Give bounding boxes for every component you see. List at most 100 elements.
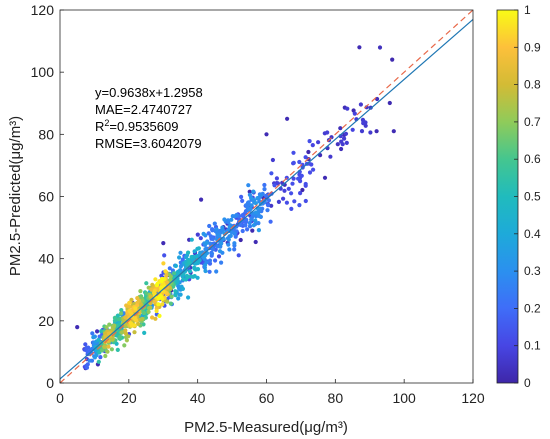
data-point bbox=[282, 188, 287, 193]
data-point bbox=[213, 258, 218, 263]
data-point bbox=[157, 294, 162, 299]
data-point bbox=[307, 170, 313, 175]
y-tick-label: 60 bbox=[38, 189, 54, 205]
colorbar-tick-label: 0.9 bbox=[524, 40, 541, 54]
data-point bbox=[255, 196, 260, 201]
data-point bbox=[216, 254, 222, 259]
data-point bbox=[168, 301, 173, 306]
data-point bbox=[176, 296, 181, 301]
data-point bbox=[297, 203, 302, 208]
data-point bbox=[187, 269, 193, 274]
data-point bbox=[377, 45, 383, 50]
data-point bbox=[195, 267, 201, 272]
data-point bbox=[206, 231, 211, 236]
data-point bbox=[132, 330, 137, 335]
x-tick-label: 120 bbox=[461, 390, 485, 406]
data-point bbox=[210, 247, 215, 252]
data-point bbox=[202, 263, 208, 268]
data-point bbox=[160, 302, 165, 307]
data-point bbox=[103, 334, 108, 339]
data-point bbox=[191, 274, 196, 279]
data-point bbox=[186, 274, 191, 279]
data-point bbox=[239, 194, 244, 199]
x-tick-label: 0 bbox=[56, 390, 64, 406]
data-point bbox=[269, 203, 274, 208]
data-point bbox=[256, 221, 261, 226]
data-point bbox=[387, 100, 392, 106]
data-point bbox=[264, 193, 269, 198]
data-point bbox=[95, 329, 100, 334]
data-point bbox=[328, 154, 333, 159]
data-point bbox=[227, 224, 232, 229]
data-point bbox=[291, 176, 296, 181]
data-point bbox=[189, 254, 194, 260]
data-point bbox=[161, 261, 166, 266]
data-point bbox=[262, 182, 267, 188]
data-point bbox=[122, 343, 127, 348]
data-point bbox=[232, 241, 237, 246]
data-point bbox=[300, 187, 305, 193]
data-point bbox=[132, 323, 137, 328]
data-point bbox=[251, 223, 256, 228]
data-point bbox=[196, 246, 201, 251]
data-point bbox=[207, 258, 213, 263]
data-point bbox=[219, 260, 224, 265]
data-point bbox=[229, 230, 234, 235]
data-point bbox=[245, 227, 250, 232]
data-point bbox=[226, 218, 231, 223]
data-point bbox=[99, 329, 104, 334]
x-tick-label: 60 bbox=[259, 390, 275, 406]
data-point bbox=[173, 293, 178, 298]
equation-text: y=0.9638x+1.2958 bbox=[95, 85, 203, 100]
data-point bbox=[91, 335, 96, 340]
data-point bbox=[157, 313, 162, 318]
data-point bbox=[339, 146, 344, 152]
data-point bbox=[148, 294, 153, 299]
data-point bbox=[212, 221, 217, 226]
data-point bbox=[262, 187, 267, 192]
data-point bbox=[155, 281, 160, 286]
data-point bbox=[342, 136, 347, 141]
data-point bbox=[94, 353, 99, 358]
data-point bbox=[119, 311, 124, 316]
data-point bbox=[116, 317, 122, 322]
data-point bbox=[238, 237, 243, 243]
y-axis-title: PM2.5-Predicted(μg/m³) bbox=[7, 116, 24, 276]
data-point bbox=[135, 296, 140, 301]
data-point bbox=[240, 228, 245, 234]
data-point bbox=[186, 250, 191, 255]
data-point bbox=[374, 129, 379, 134]
data-point bbox=[207, 269, 212, 274]
data-point bbox=[350, 127, 355, 132]
y-tick-label: 20 bbox=[38, 313, 54, 329]
data-point bbox=[272, 183, 277, 188]
data-point bbox=[104, 325, 109, 330]
data-point bbox=[340, 142, 345, 147]
data-point bbox=[133, 306, 138, 311]
data-point bbox=[186, 295, 191, 300]
data-point bbox=[247, 224, 253, 229]
y-tick-label: 120 bbox=[31, 2, 55, 18]
data-point bbox=[226, 237, 231, 242]
r2-value: =0.9535609 bbox=[109, 119, 178, 134]
data-point bbox=[300, 162, 305, 167]
data-point bbox=[236, 253, 241, 258]
data-point bbox=[144, 291, 149, 296]
data-point bbox=[281, 196, 286, 201]
data-point bbox=[296, 176, 301, 181]
data-point bbox=[343, 131, 349, 136]
data-point bbox=[247, 220, 252, 226]
identity-line bbox=[59, 9, 474, 384]
data-point bbox=[249, 217, 254, 222]
data-point bbox=[363, 123, 368, 128]
data-point bbox=[226, 242, 231, 247]
data-point bbox=[361, 121, 366, 126]
data-point bbox=[238, 222, 243, 228]
data-point bbox=[391, 129, 396, 134]
data-point bbox=[246, 200, 251, 205]
data-point bbox=[244, 217, 249, 222]
data-point bbox=[243, 209, 249, 214]
data-point bbox=[249, 195, 254, 200]
data-point bbox=[180, 286, 185, 291]
data-point bbox=[290, 181, 295, 186]
